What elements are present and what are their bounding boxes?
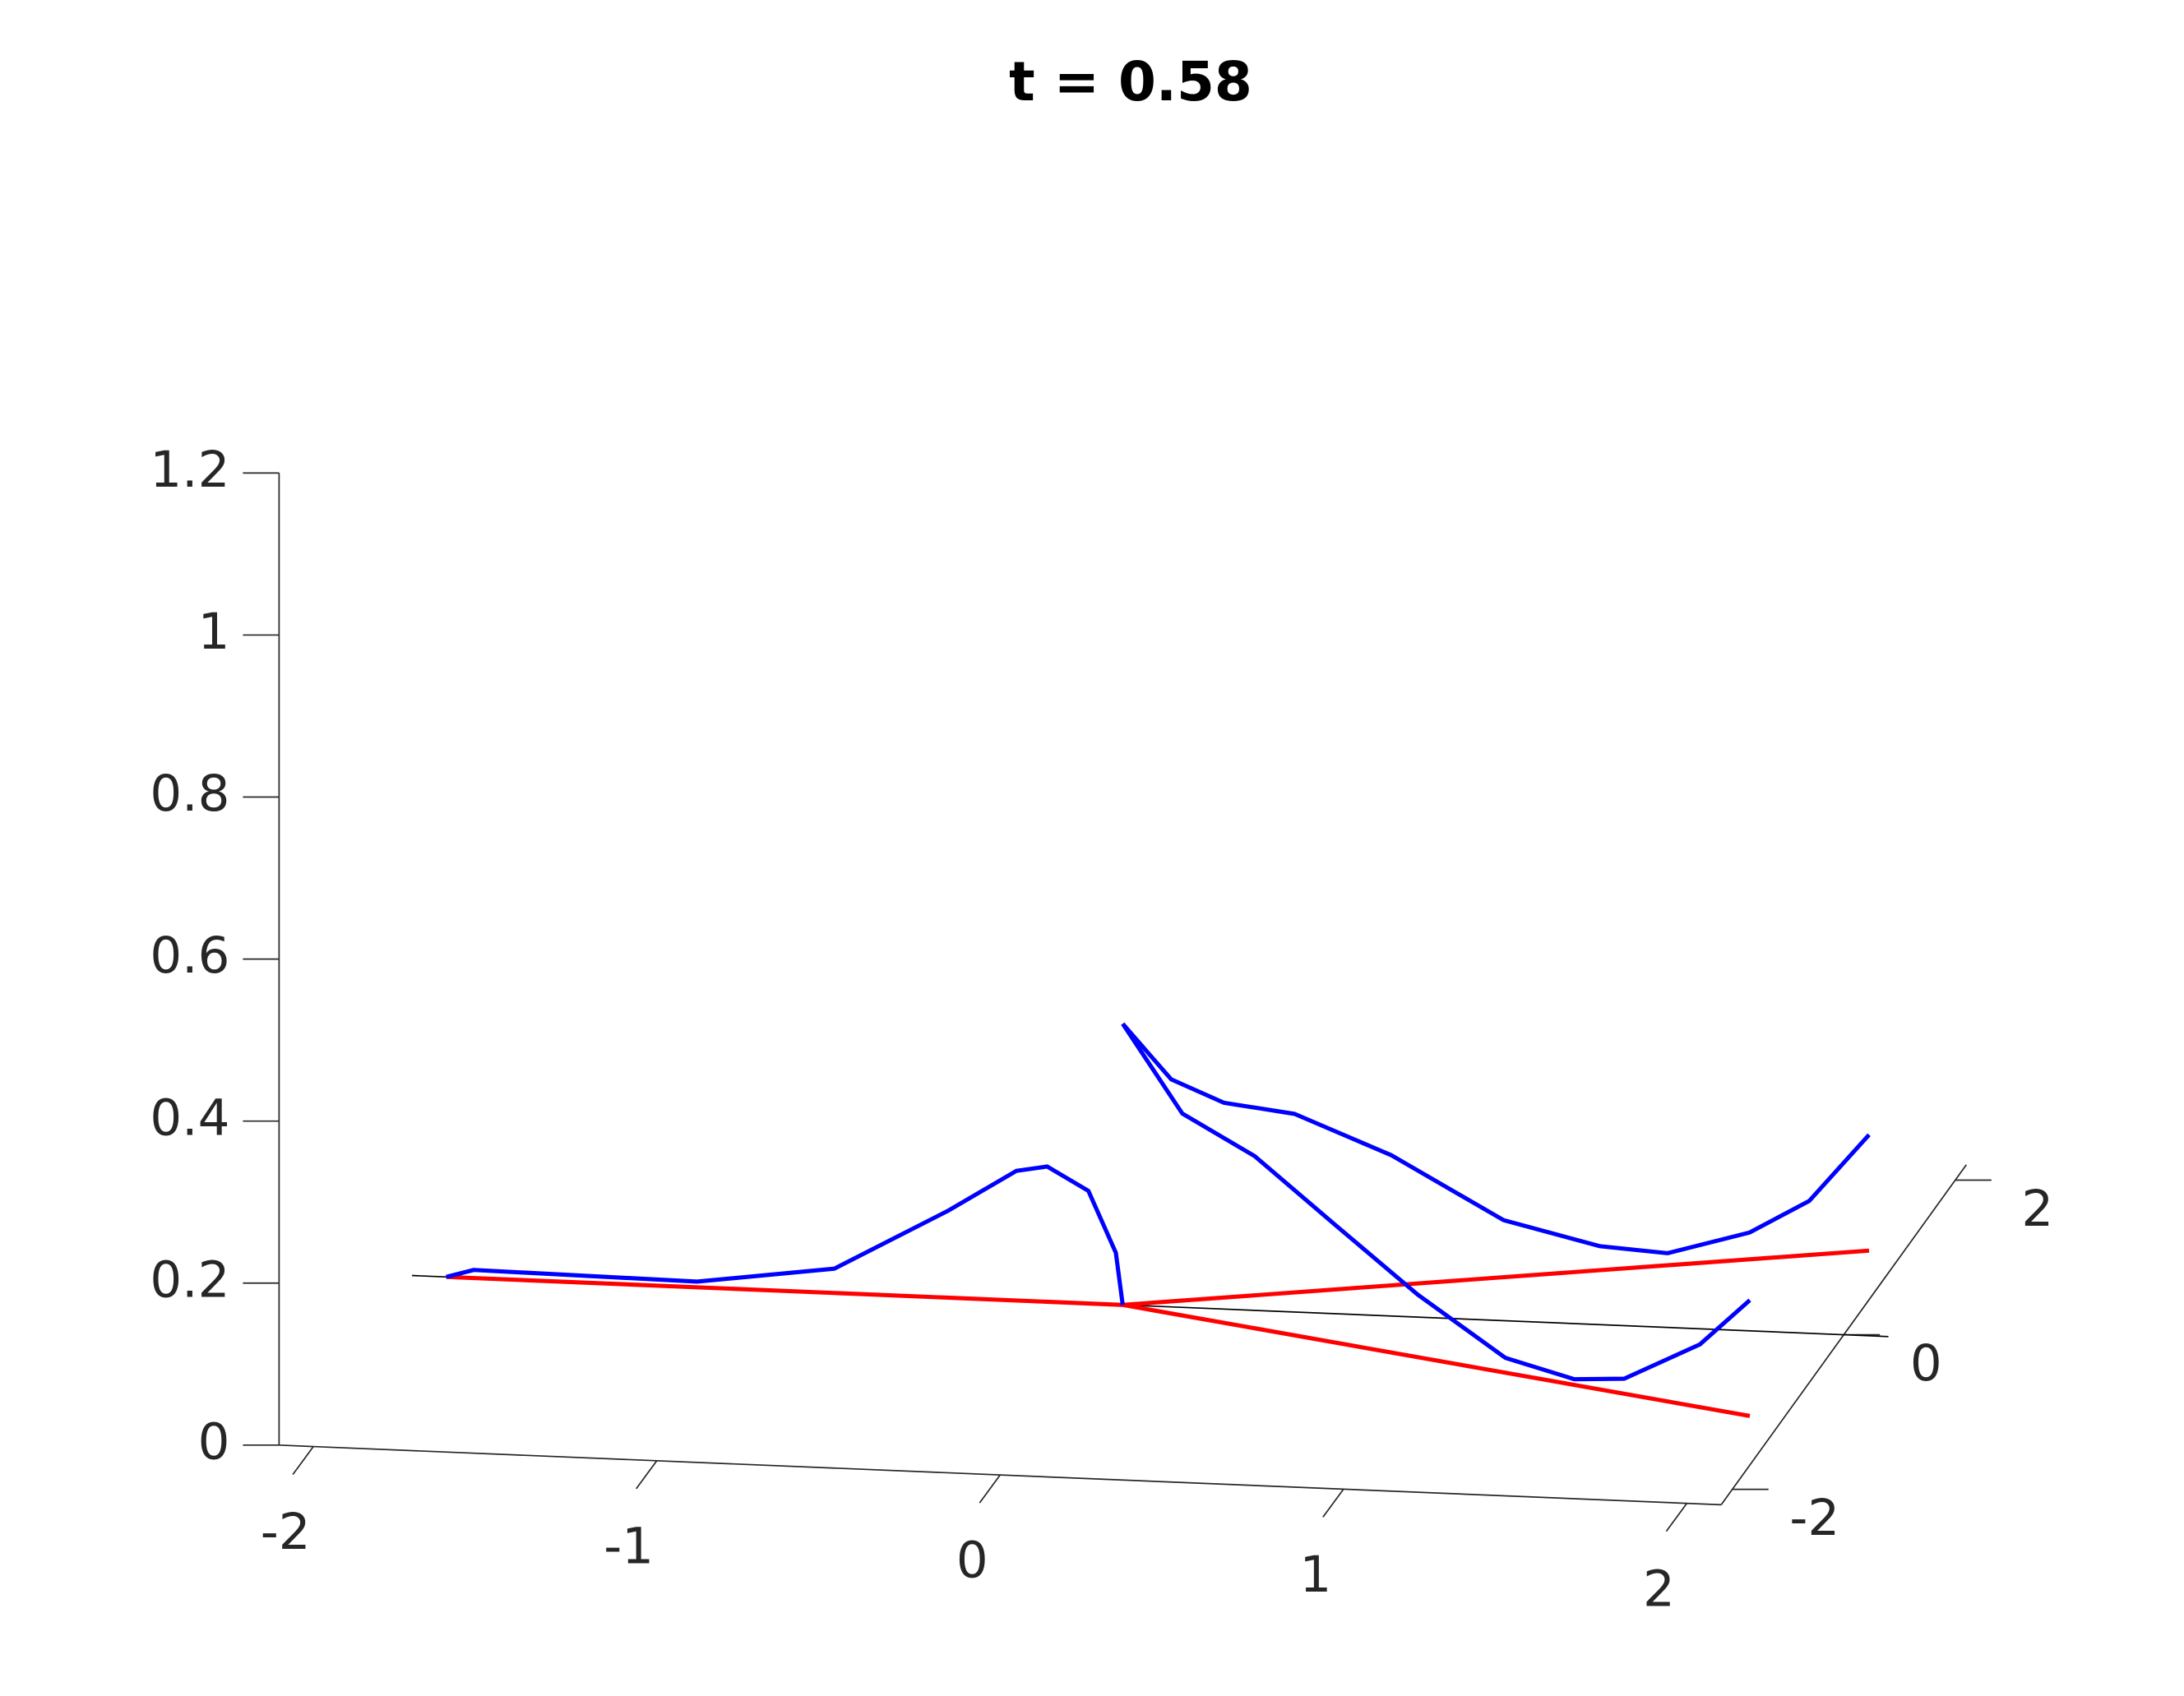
x-tick-label: 0 — [956, 1532, 988, 1590]
z-tick-label: 0.4 — [150, 1088, 229, 1147]
x-tick — [1322, 1488, 1344, 1518]
z-tick-label: 1 — [198, 603, 230, 661]
data-line — [1122, 1248, 1870, 1307]
data-line — [1121, 1022, 1871, 1255]
x-tick-label: -2 — [261, 1503, 311, 1561]
z-tick-label: 0.2 — [150, 1250, 229, 1309]
data-line — [1122, 1302, 1751, 1418]
data-line — [446, 1164, 1125, 1306]
y-tick-label: 2 — [2021, 1180, 2053, 1238]
x-tick-label: 2 — [1643, 1560, 1675, 1618]
data-line — [446, 1274, 1123, 1307]
z-tick-label: 0.8 — [150, 765, 229, 823]
x-tick — [636, 1460, 658, 1490]
x-tick-label: 1 — [1299, 1546, 1331, 1604]
y-tick-label: 0 — [1910, 1334, 1942, 1393]
data-line — [1121, 1022, 1751, 1382]
z-tick-label: 0 — [198, 1412, 230, 1471]
x-tick-label: -1 — [604, 1517, 654, 1575]
z-tick-label: 0.6 — [150, 927, 229, 985]
z-tick-label: 1.2 — [150, 441, 229, 499]
x-tick — [292, 1446, 314, 1476]
chart-title: t = 0.58 — [1009, 50, 1252, 113]
x-tick — [979, 1474, 1001, 1504]
x-tick — [1665, 1503, 1688, 1532]
y-tick-label: -2 — [1789, 1489, 1839, 1547]
